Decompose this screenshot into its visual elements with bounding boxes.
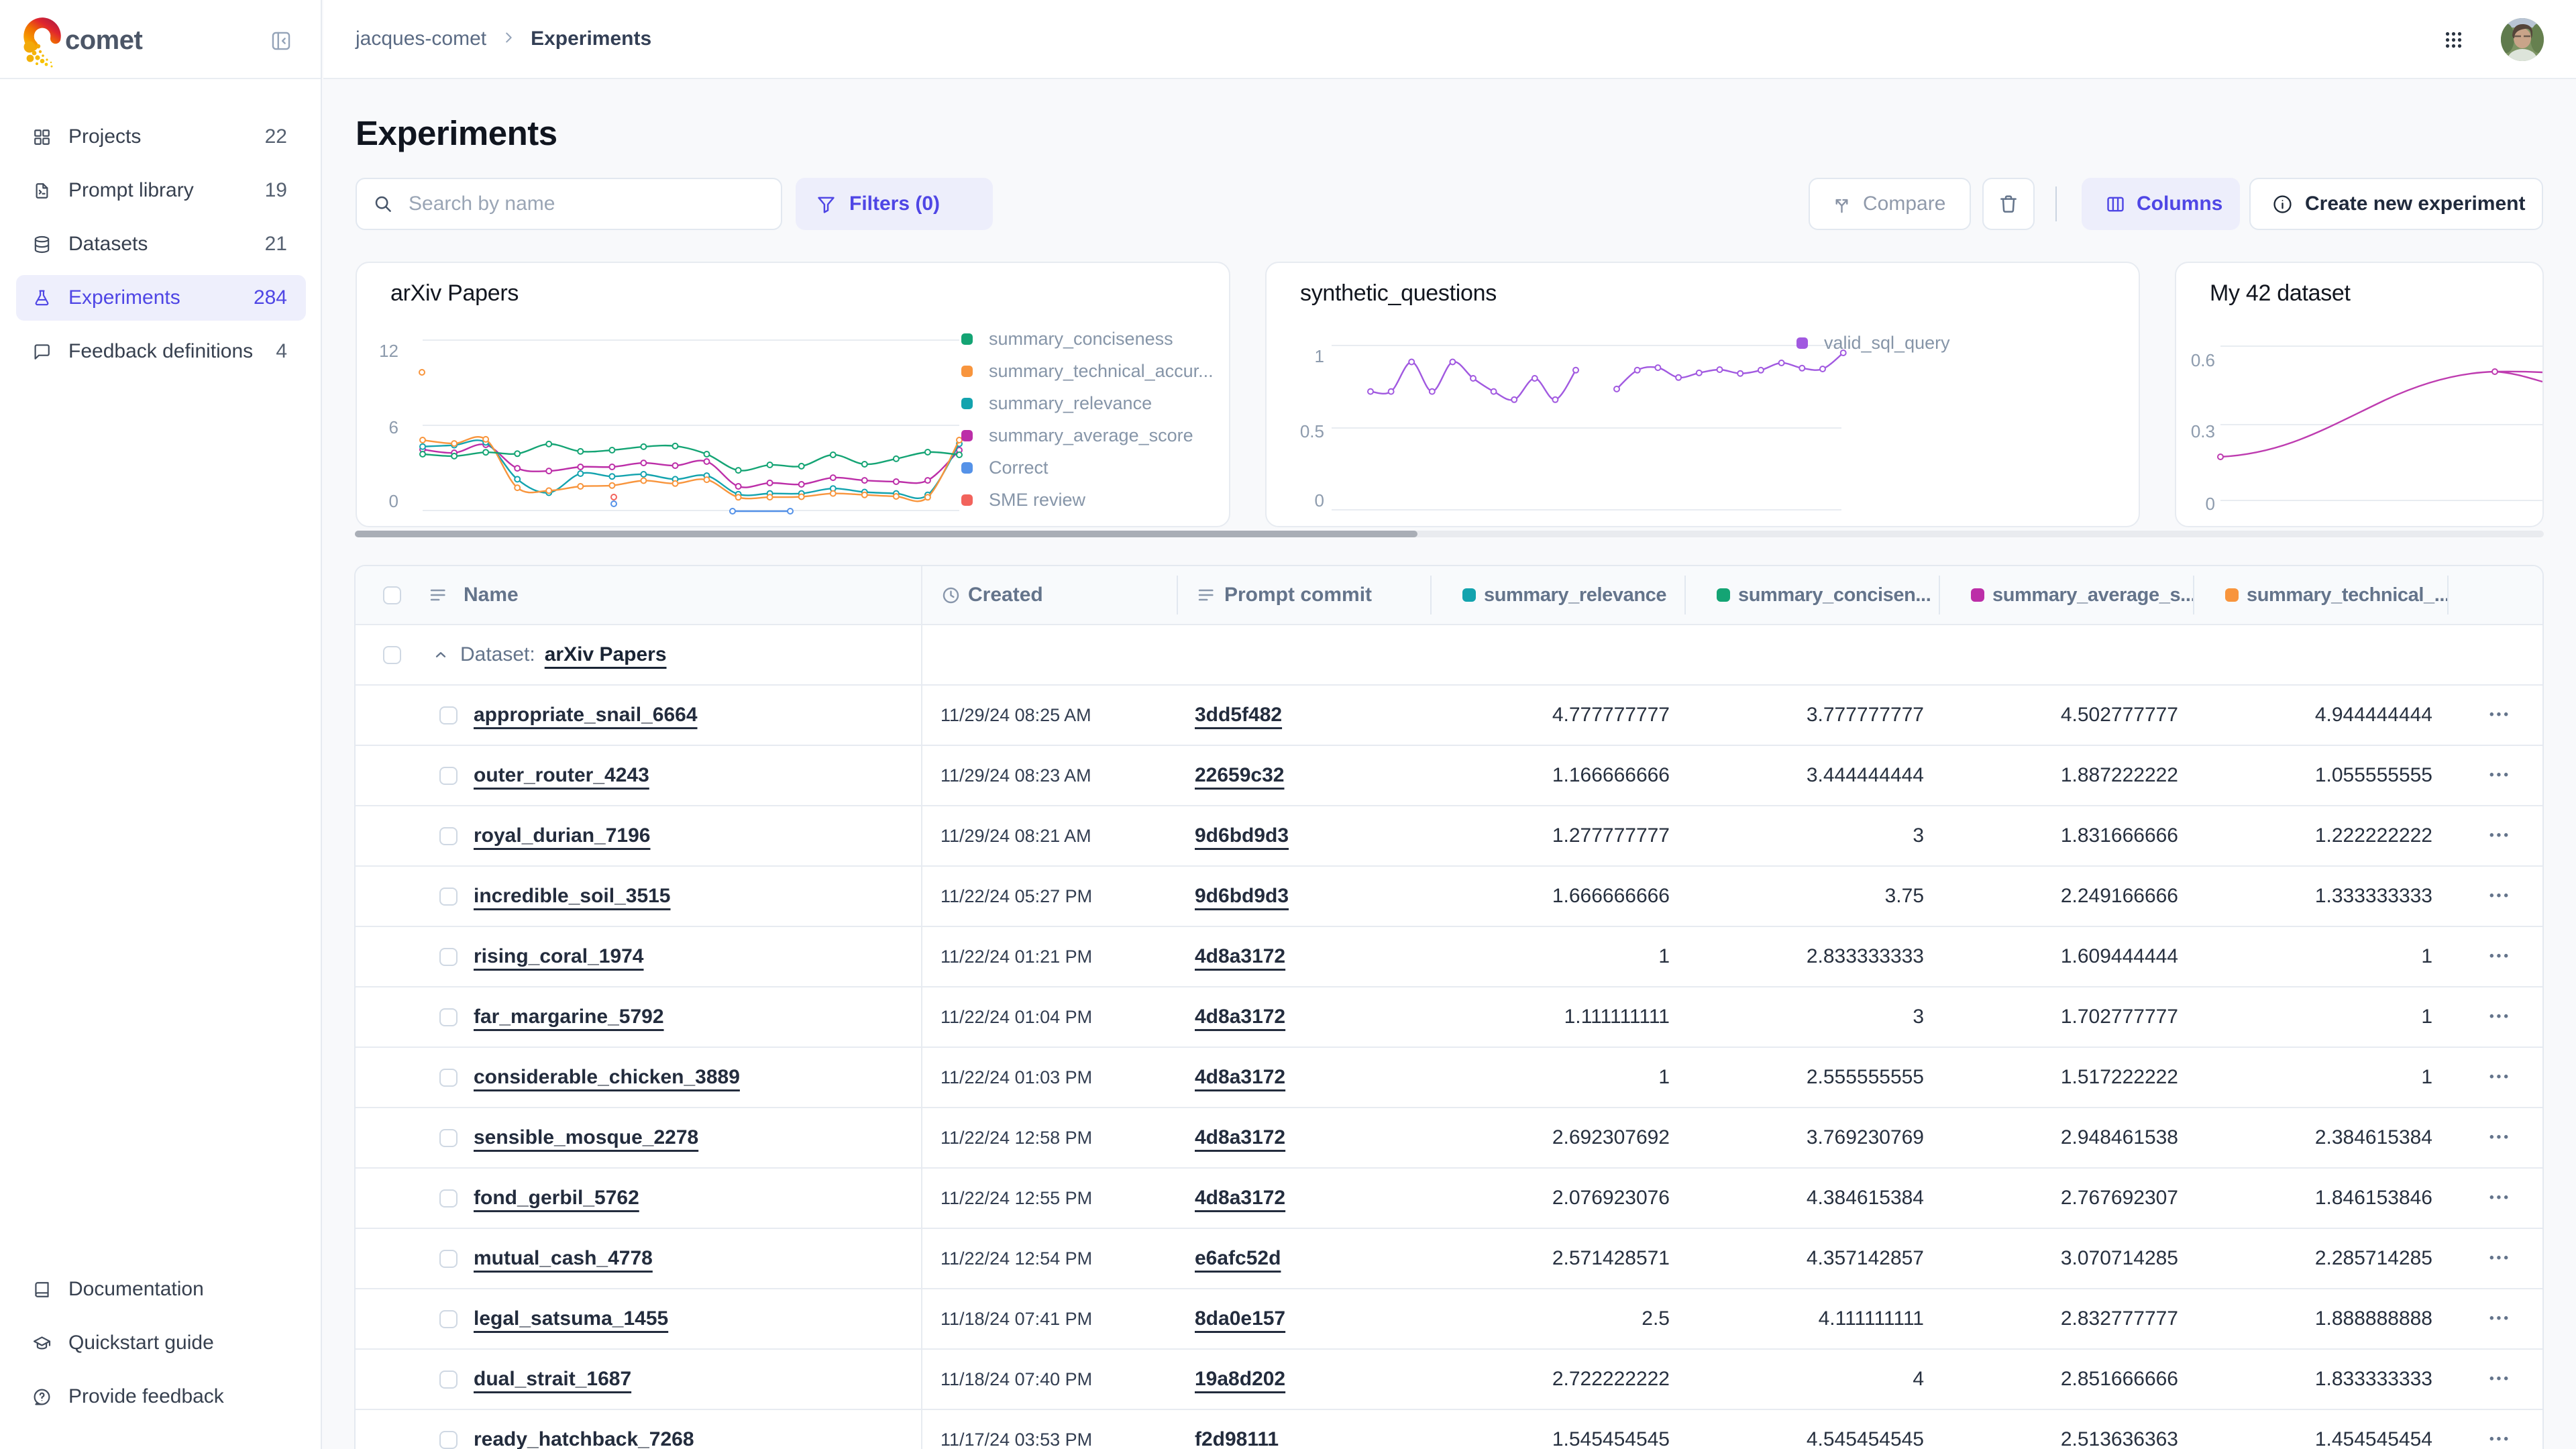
svg-text:1: 1 <box>1315 346 1324 366</box>
svg-text:6: 6 <box>389 417 398 437</box>
svg-text:0: 0 <box>2206 494 2215 514</box>
svg-text:0: 0 <box>389 491 398 511</box>
svg-text:0.5: 0.5 <box>1300 421 1324 441</box>
svg-text:12: 12 <box>379 341 398 361</box>
svg-text:0.3: 0.3 <box>2191 421 2215 441</box>
svg-text:0.6: 0.6 <box>2191 350 2215 370</box>
svg-text:0: 0 <box>1315 490 1324 511</box>
